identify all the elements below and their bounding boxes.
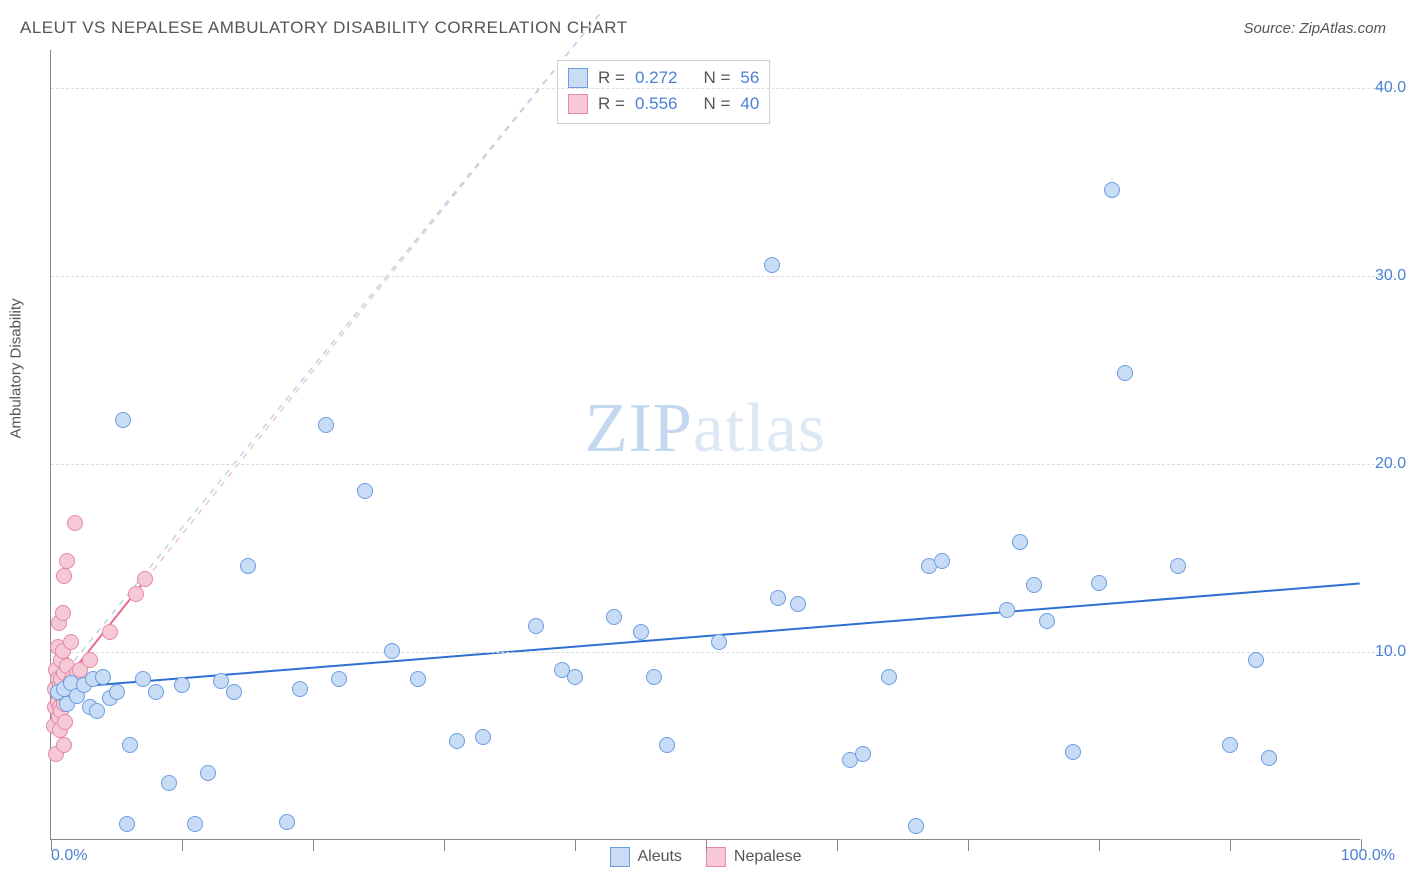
swatch-nepalese [568,94,588,114]
nepalese-point [137,571,153,587]
x-axis-min: 0.0% [51,847,87,865]
aleuts-point [855,746,871,762]
correlation-legend: R = 0.272 N = 56 R = 0.556 N = 40 [557,60,770,124]
gridline [51,464,1395,465]
aleuts-point [1026,577,1042,593]
y-tick-label: 10.0% [1365,643,1406,661]
aleuts-point [1091,575,1107,591]
x-tick [575,839,576,851]
aleuts-point [908,818,924,834]
nepalese-point [67,515,83,531]
aleuts-point [292,681,308,697]
aleuts-point [567,669,583,685]
aleuts-point [135,671,151,687]
legend-item-nepalese: Nepalese [706,847,802,867]
x-tick [444,839,445,851]
aleuts-point [122,737,138,753]
aleuts-point [1065,744,1081,760]
aleuts-point [1261,750,1277,766]
nepalese-point [56,737,72,753]
aleuts-point [161,775,177,791]
aleuts-point [213,673,229,689]
x-tick [1230,839,1231,851]
aleuts-point [1104,182,1120,198]
aleuts-point [279,814,295,830]
aleuts-point [1039,613,1055,629]
source-label: Source: ZipAtlas.com [1243,20,1386,37]
y-axis-label: Ambulatory Disability [8,298,25,438]
swatch-aleuts [568,68,588,88]
gridline [51,88,1395,89]
y-tick-label: 40.0% [1365,79,1406,97]
aleuts-point [1117,365,1133,381]
aleuts-point [606,609,622,625]
aleuts-point [475,729,491,745]
aleuts-point [148,684,164,700]
aleuts-point [633,624,649,640]
aleuts-point [881,669,897,685]
aleuts-point [89,703,105,719]
aleuts-point [318,417,334,433]
chart-title: ALEUT VS NEPALESE AMBULATORY DISABILITY … [20,18,628,38]
aleuts-point [174,677,190,693]
aleuts-point [711,634,727,650]
watermark: ZIPatlas [585,389,826,469]
swatch-nepalese-icon [706,847,726,867]
gridline [51,276,1395,277]
aleuts-point [357,483,373,499]
legend-item-aleuts: Aleuts [609,847,681,867]
aleuts-point [659,737,675,753]
aleuts-point [331,671,347,687]
aleuts-point [528,618,544,634]
x-axis-max: 100.0% [1341,847,1395,865]
y-tick-label: 30.0% [1365,267,1406,285]
nepalese-point [59,553,75,569]
aleuts-point [1222,737,1238,753]
x-tick [51,839,52,851]
x-tick [837,839,838,851]
gridline [51,652,1395,653]
x-tick [1099,839,1100,851]
aleuts-point [200,765,216,781]
aleuts-point [240,558,256,574]
aleuts-point [1170,558,1186,574]
aleuts-point [646,669,662,685]
trend-lines [51,50,1360,839]
aleuts-point [770,590,786,606]
legend-row-nepalese: R = 0.556 N = 40 [568,91,759,117]
x-tick [706,839,707,851]
x-tick [182,839,183,851]
aleuts-point [187,816,203,832]
n-value-nepalese: 40 [740,91,759,117]
aleuts-point [1248,652,1264,668]
x-tick [968,839,969,851]
nepalese-point [57,714,73,730]
aleuts-point [115,412,131,428]
aleuts-point [764,257,780,273]
nepalese-point [102,624,118,640]
aleuts-point [109,684,125,700]
aleuts-point [1012,534,1028,550]
aleuts-point [95,669,111,685]
aleuts-point [384,643,400,659]
aleuts-point [119,816,135,832]
aleuts-point [449,733,465,749]
x-tick [313,839,314,851]
aleuts-point [410,671,426,687]
nepalese-point [63,634,79,650]
swatch-aleuts-icon [609,847,629,867]
nepalese-point [55,605,71,621]
x-tick [1361,839,1362,851]
y-tick-label: 20.0% [1365,455,1406,473]
aleuts-point [934,553,950,569]
r-value-nepalese: 0.556 [635,91,678,117]
scatter-plot: ZIPatlas R = 0.272 N = 56 R = 0.556 N = … [50,50,1360,840]
aleuts-point [790,596,806,612]
nepalese-point [128,586,144,602]
nepalese-point [56,568,72,584]
aleuts-point [226,684,242,700]
nepalese-point [82,652,98,668]
aleuts-point [999,602,1015,618]
